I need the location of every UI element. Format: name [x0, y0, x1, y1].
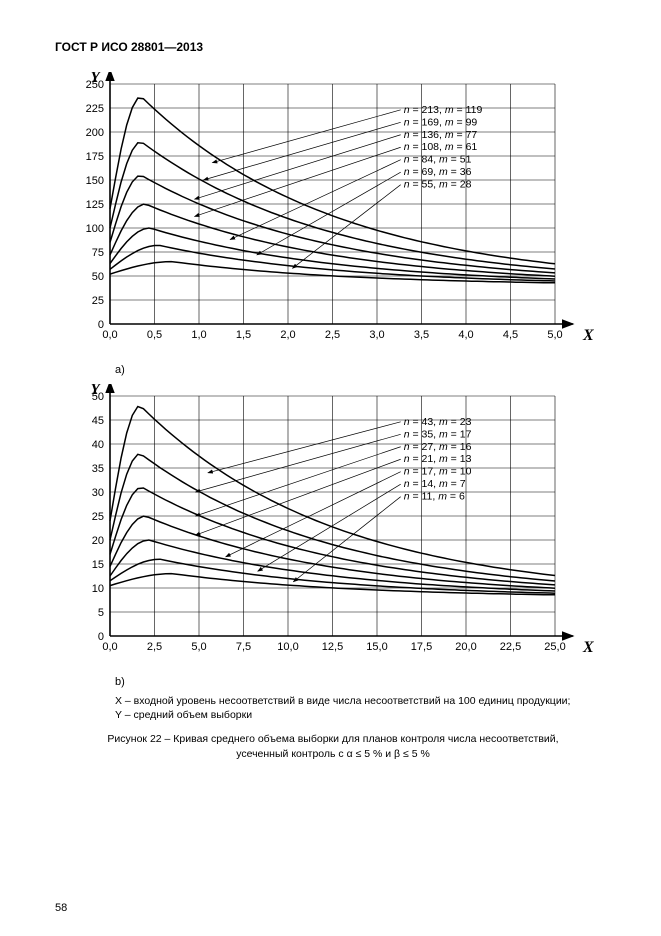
svg-text:40: 40: [92, 439, 104, 451]
svg-text:2,5: 2,5: [325, 329, 340, 341]
figure-caption: Рисунок 22 – Кривая среднего объема выбо…: [55, 732, 611, 760]
svg-text:0: 0: [98, 631, 104, 643]
svg-text:n = 169, m = 99: n = 169, m = 99: [404, 116, 478, 128]
svg-text:175: 175: [86, 151, 104, 163]
chart-b-sublabel: b): [115, 676, 611, 688]
svg-text:n = 35, m = 17: n = 35, m = 17: [404, 428, 472, 440]
svg-text:n = 11, m = 6: n = 11, m = 6: [404, 491, 465, 503]
svg-text:45: 45: [92, 415, 104, 427]
axis-legend: X – входной уровень несоответствий в вид…: [115, 694, 611, 722]
svg-text:n = 136, m = 77: n = 136, m = 77: [404, 129, 478, 141]
svg-text:15: 15: [92, 559, 104, 571]
svg-text:n = 69, m = 36: n = 69, m = 36: [404, 166, 472, 178]
svg-text:50: 50: [92, 271, 104, 283]
svg-text:1,0: 1,0: [191, 329, 206, 341]
svg-text:1,5: 1,5: [236, 329, 251, 341]
svg-text:n = 213, m = 119: n = 213, m = 119: [404, 104, 483, 116]
svg-text:0,0: 0,0: [102, 329, 117, 341]
svg-text:10: 10: [92, 583, 104, 595]
svg-text:100: 100: [86, 223, 104, 235]
doc-header: ГОСТ Р ИСО 28801—2013: [55, 40, 611, 54]
svg-text:20,0: 20,0: [455, 641, 476, 653]
svg-text:0,0: 0,0: [102, 641, 117, 653]
svg-text:7,5: 7,5: [236, 641, 251, 653]
svg-text:2,0: 2,0: [280, 329, 295, 341]
svg-text:3,5: 3,5: [414, 329, 429, 341]
svg-text:Y: Y: [90, 384, 101, 398]
svg-text:30: 30: [92, 487, 104, 499]
legend-y: Y – средний объем выборки: [115, 708, 611, 722]
svg-text:225: 225: [86, 103, 104, 115]
svg-text:n = 43, m = 23: n = 43, m = 23: [404, 416, 472, 428]
svg-text:25: 25: [92, 295, 104, 307]
svg-text:5,0: 5,0: [191, 641, 206, 653]
svg-text:2,5: 2,5: [147, 641, 162, 653]
svg-text:125: 125: [86, 199, 104, 211]
svg-text:22,5: 22,5: [500, 641, 521, 653]
svg-text:4,5: 4,5: [503, 329, 518, 341]
svg-text:150: 150: [86, 175, 104, 187]
svg-text:X: X: [582, 639, 594, 656]
chart-a-sublabel: a): [115, 364, 611, 376]
svg-text:15,0: 15,0: [366, 641, 387, 653]
svg-text:25,0: 25,0: [544, 641, 565, 653]
page-number: 58: [55, 902, 67, 914]
legend-x: X – входной уровень несоответствий в вид…: [115, 694, 611, 708]
svg-text:75: 75: [92, 247, 104, 259]
svg-text:n = 14, m = 7: n = 14, m = 7: [404, 478, 466, 490]
svg-text:0: 0: [98, 319, 104, 331]
svg-text:Y: Y: [90, 72, 101, 86]
svg-text:n = 55, m = 28: n = 55, m = 28: [404, 179, 472, 191]
svg-text:4,0: 4,0: [458, 329, 473, 341]
svg-text:X: X: [582, 327, 594, 344]
svg-text:3,0: 3,0: [369, 329, 384, 341]
svg-text:5,0: 5,0: [547, 329, 562, 341]
svg-text:10,0: 10,0: [277, 641, 298, 653]
svg-text:200: 200: [86, 127, 104, 139]
svg-text:17,5: 17,5: [411, 641, 432, 653]
svg-text:35: 35: [92, 463, 104, 475]
chart-a: 0,0 0,5 1,0 1,5 2,0 2,5 3,0 3,5 4,0 4,5 5,0 0 25 50 75…: [55, 72, 611, 376]
svg-text:12,5: 12,5: [322, 641, 343, 653]
svg-text:25: 25: [92, 511, 104, 523]
chart-b: 0,0 2,5 5,0 7,5 10,0 12,5 15,0 17,5 20,0 22,5 25,0…: [55, 384, 611, 688]
svg-text:20: 20: [92, 535, 104, 547]
svg-text:5: 5: [98, 607, 104, 619]
svg-text:n = 21, m = 13: n = 21, m = 13: [404, 453, 472, 465]
svg-text:0,5: 0,5: [147, 329, 162, 341]
svg-text:n = 84, m = 51: n = 84, m = 51: [404, 154, 472, 166]
svg-text:n = 27, m = 16: n = 27, m = 16: [404, 441, 472, 453]
svg-text:n = 108, m = 61: n = 108, m = 61: [404, 141, 478, 153]
svg-text:n = 17, m = 10: n = 17, m = 10: [404, 466, 472, 478]
